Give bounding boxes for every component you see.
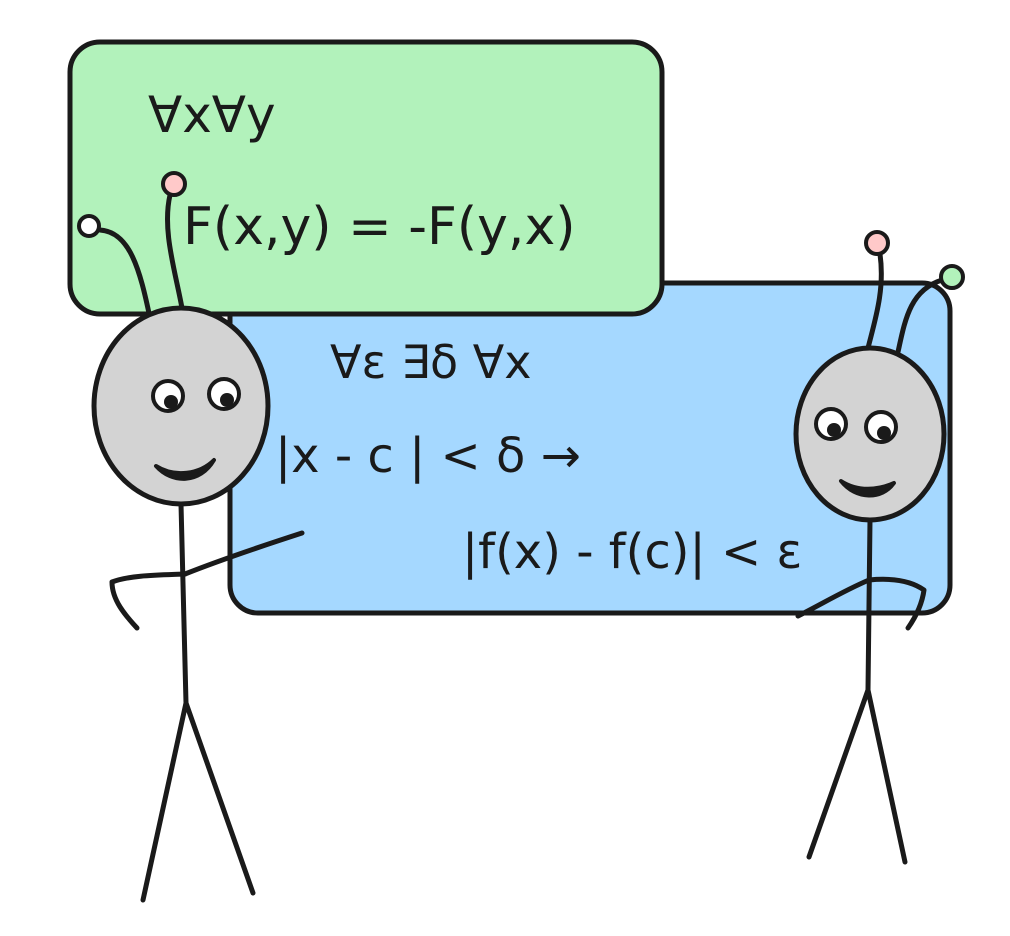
left-pupil-right <box>220 393 234 407</box>
right-antenna-left-tip <box>864 230 890 256</box>
green-panel: ∀x∀y F(x,y) = -F(y,x) <box>67 39 665 317</box>
left-antenna-right-tip <box>161 171 187 197</box>
right-leg-right <box>865 687 908 865</box>
blue-panel-line-3: |f(x) - f(c)| < ε <box>462 524 802 580</box>
right-stick-figure <box>793 230 965 865</box>
left-smile <box>154 458 216 481</box>
right-pupil-right <box>877 426 891 440</box>
right-arm-right <box>866 576 927 631</box>
left-leg-left <box>140 700 189 903</box>
left-body <box>178 501 189 706</box>
left-antenna-right <box>165 192 185 311</box>
green-panel-line-2: F(x,y) = -F(y,x) <box>183 197 576 257</box>
left-arm-left <box>109 571 188 631</box>
left-antenna-left-tip <box>77 214 101 238</box>
left-pupil-left <box>164 395 178 409</box>
right-leg-left <box>806 687 871 860</box>
right-body <box>865 517 873 693</box>
blue-panel: ∀ε ∃δ ∀x |x - c | < δ → |f(x) - f(c)| < … <box>227 280 953 616</box>
right-antenna-right-tip <box>939 264 965 290</box>
left-arm-right <box>182 530 305 577</box>
green-panel-box <box>67 39 665 317</box>
right-pupil-left <box>827 423 841 437</box>
blue-panel-line-1: ∀ε ∃δ ∀x <box>330 335 531 389</box>
left-stick-figure <box>77 171 305 903</box>
left-leg-right <box>183 700 256 896</box>
left-antenna-left <box>97 227 153 321</box>
right-arm-left <box>795 577 872 619</box>
green-panel-line-1: ∀x∀y <box>148 86 276 144</box>
right-smile <box>839 479 896 498</box>
blue-panel-line-2: |x - c | < δ → <box>275 428 581 484</box>
right-antenna-right <box>895 277 945 355</box>
right-antenna-left <box>865 251 884 351</box>
